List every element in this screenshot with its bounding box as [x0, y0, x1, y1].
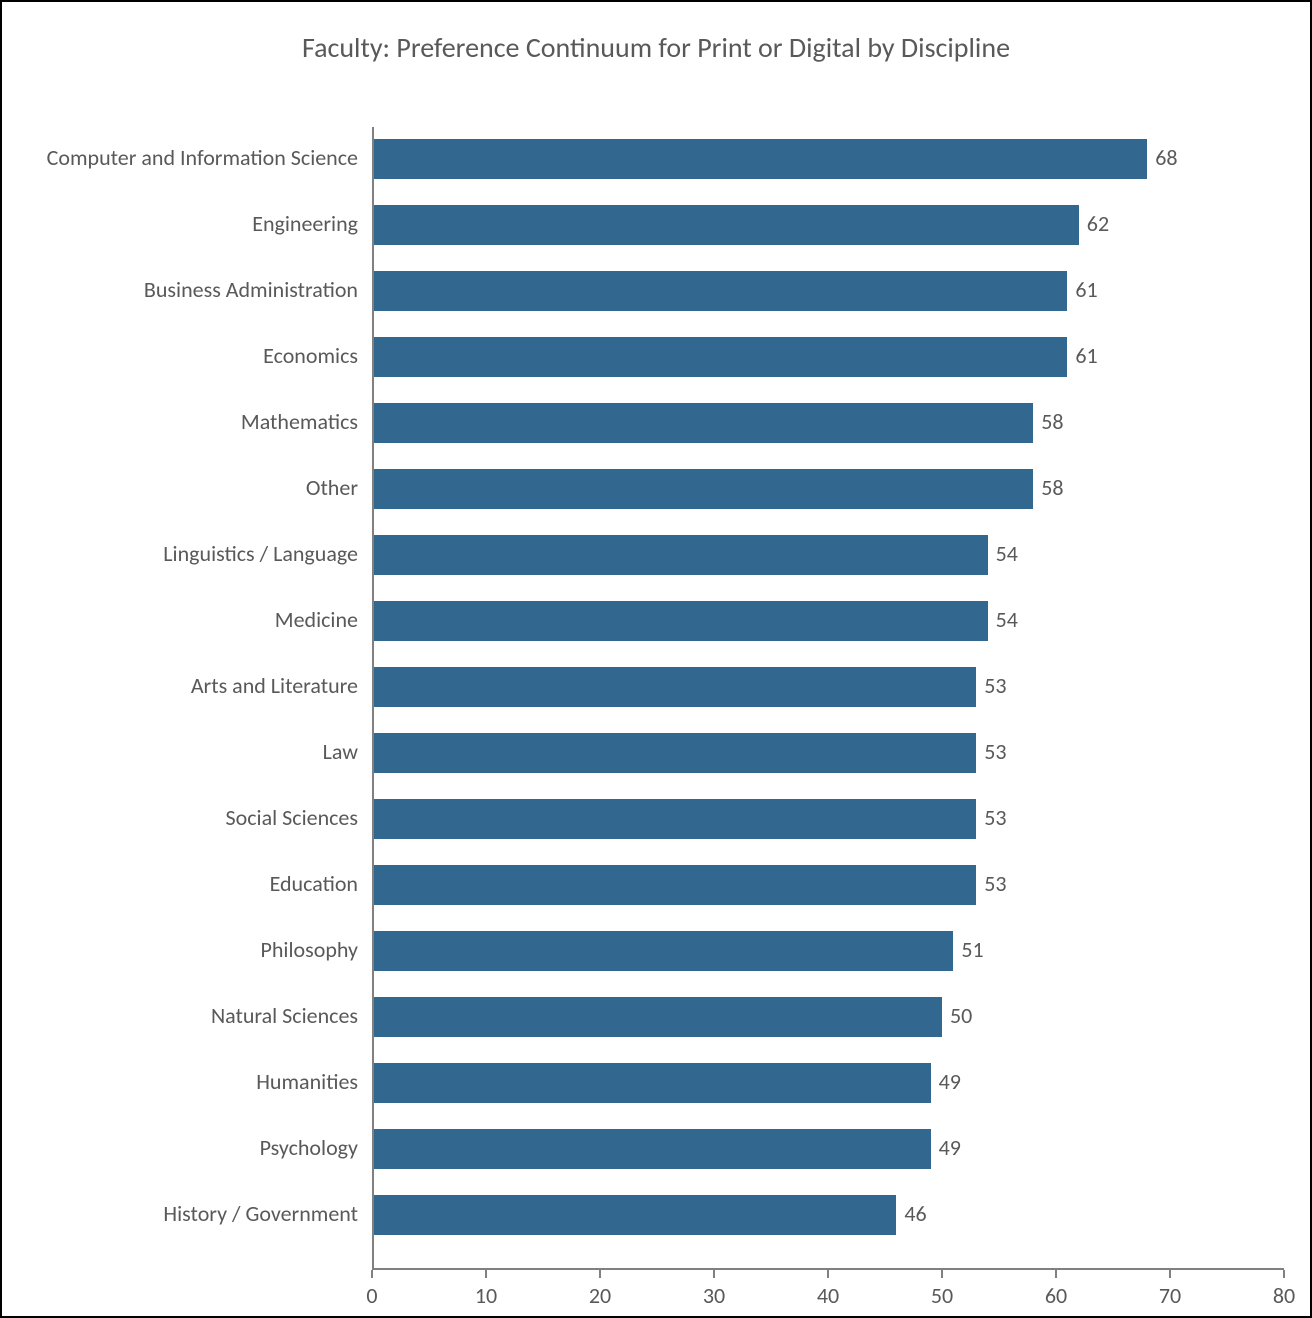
bar-value-label: 54	[996, 540, 1018, 567]
category-label: Psychology	[260, 1134, 358, 1161]
x-tick-label: 80	[1273, 1282, 1295, 1309]
category-label: Natural Sciences	[211, 1002, 358, 1029]
bar-value-label: 62	[1087, 210, 1109, 237]
bar-value-label: 49	[939, 1134, 961, 1161]
x-tick-label: 0	[366, 1282, 377, 1309]
x-tick	[713, 1270, 715, 1278]
x-tick-label: 10	[475, 1282, 497, 1309]
category-label: Philosophy	[261, 936, 359, 963]
plot-area: Computer and Information Science68Engine…	[372, 127, 1284, 1270]
bar-value-label: 51	[961, 936, 983, 963]
x-tick-label: 70	[1159, 1282, 1181, 1309]
bar	[374, 139, 1147, 179]
category-label: Arts and Literature	[191, 672, 358, 699]
chart-frame: Faculty: Preference Continuum for Print …	[0, 0, 1312, 1318]
bar	[374, 667, 976, 707]
bar-value-label: 49	[939, 1068, 961, 1095]
bar-value-label: 68	[1155, 144, 1177, 171]
x-tick	[599, 1270, 601, 1278]
bar	[374, 535, 988, 575]
bar-value-label: 46	[904, 1200, 926, 1227]
bar-value-label: 54	[996, 606, 1018, 633]
bar-value-label: 53	[984, 804, 1006, 831]
category-label: Other	[306, 474, 358, 501]
category-label: Medicine	[275, 606, 358, 633]
bar-value-label: 50	[950, 1002, 972, 1029]
category-label: Social Sciences	[226, 804, 358, 831]
x-tick-label: 40	[817, 1282, 839, 1309]
bar-value-label: 53	[984, 870, 1006, 897]
x-tick	[827, 1270, 829, 1278]
chart-title: Faculty: Preference Continuum for Print …	[2, 2, 1310, 75]
category-label: Computer and Information Science	[47, 144, 358, 171]
x-tick-label: 30	[703, 1282, 725, 1309]
category-label: Humanities	[256, 1068, 358, 1095]
bar	[374, 733, 976, 773]
bar	[374, 1063, 931, 1103]
category-label: Business Administration	[144, 276, 358, 303]
x-tick-label: 50	[931, 1282, 953, 1309]
category-label: Education	[270, 870, 358, 897]
bar	[374, 799, 976, 839]
bar-value-label: 61	[1075, 342, 1097, 369]
bar	[374, 337, 1067, 377]
bar-value-label: 58	[1041, 408, 1063, 435]
bar	[374, 997, 942, 1037]
category-label: Law	[323, 738, 358, 765]
bar	[374, 469, 1033, 509]
x-tick	[371, 1270, 373, 1278]
bar	[374, 1195, 896, 1235]
bar-value-label: 53	[984, 672, 1006, 699]
bar	[374, 931, 953, 971]
category-label: Linguistics / Language	[163, 540, 358, 567]
x-tick	[1283, 1270, 1285, 1278]
bar-value-label: 53	[984, 738, 1006, 765]
x-tick	[485, 1270, 487, 1278]
x-tick-label: 20	[589, 1282, 611, 1309]
bar-value-label: 61	[1075, 276, 1097, 303]
category-label: Economics	[263, 342, 358, 369]
bar	[374, 271, 1067, 311]
bar-value-label: 58	[1041, 474, 1063, 501]
x-tick	[1169, 1270, 1171, 1278]
category-label: History / Government	[163, 1200, 358, 1227]
x-tick-label: 60	[1045, 1282, 1067, 1309]
bar	[374, 403, 1033, 443]
x-tick	[941, 1270, 943, 1278]
bar	[374, 1129, 931, 1169]
bar	[374, 601, 988, 641]
bar	[374, 865, 976, 905]
x-tick	[1055, 1270, 1057, 1278]
category-label: Engineering	[252, 210, 358, 237]
category-label: Mathematics	[241, 408, 358, 435]
bar	[374, 205, 1079, 245]
